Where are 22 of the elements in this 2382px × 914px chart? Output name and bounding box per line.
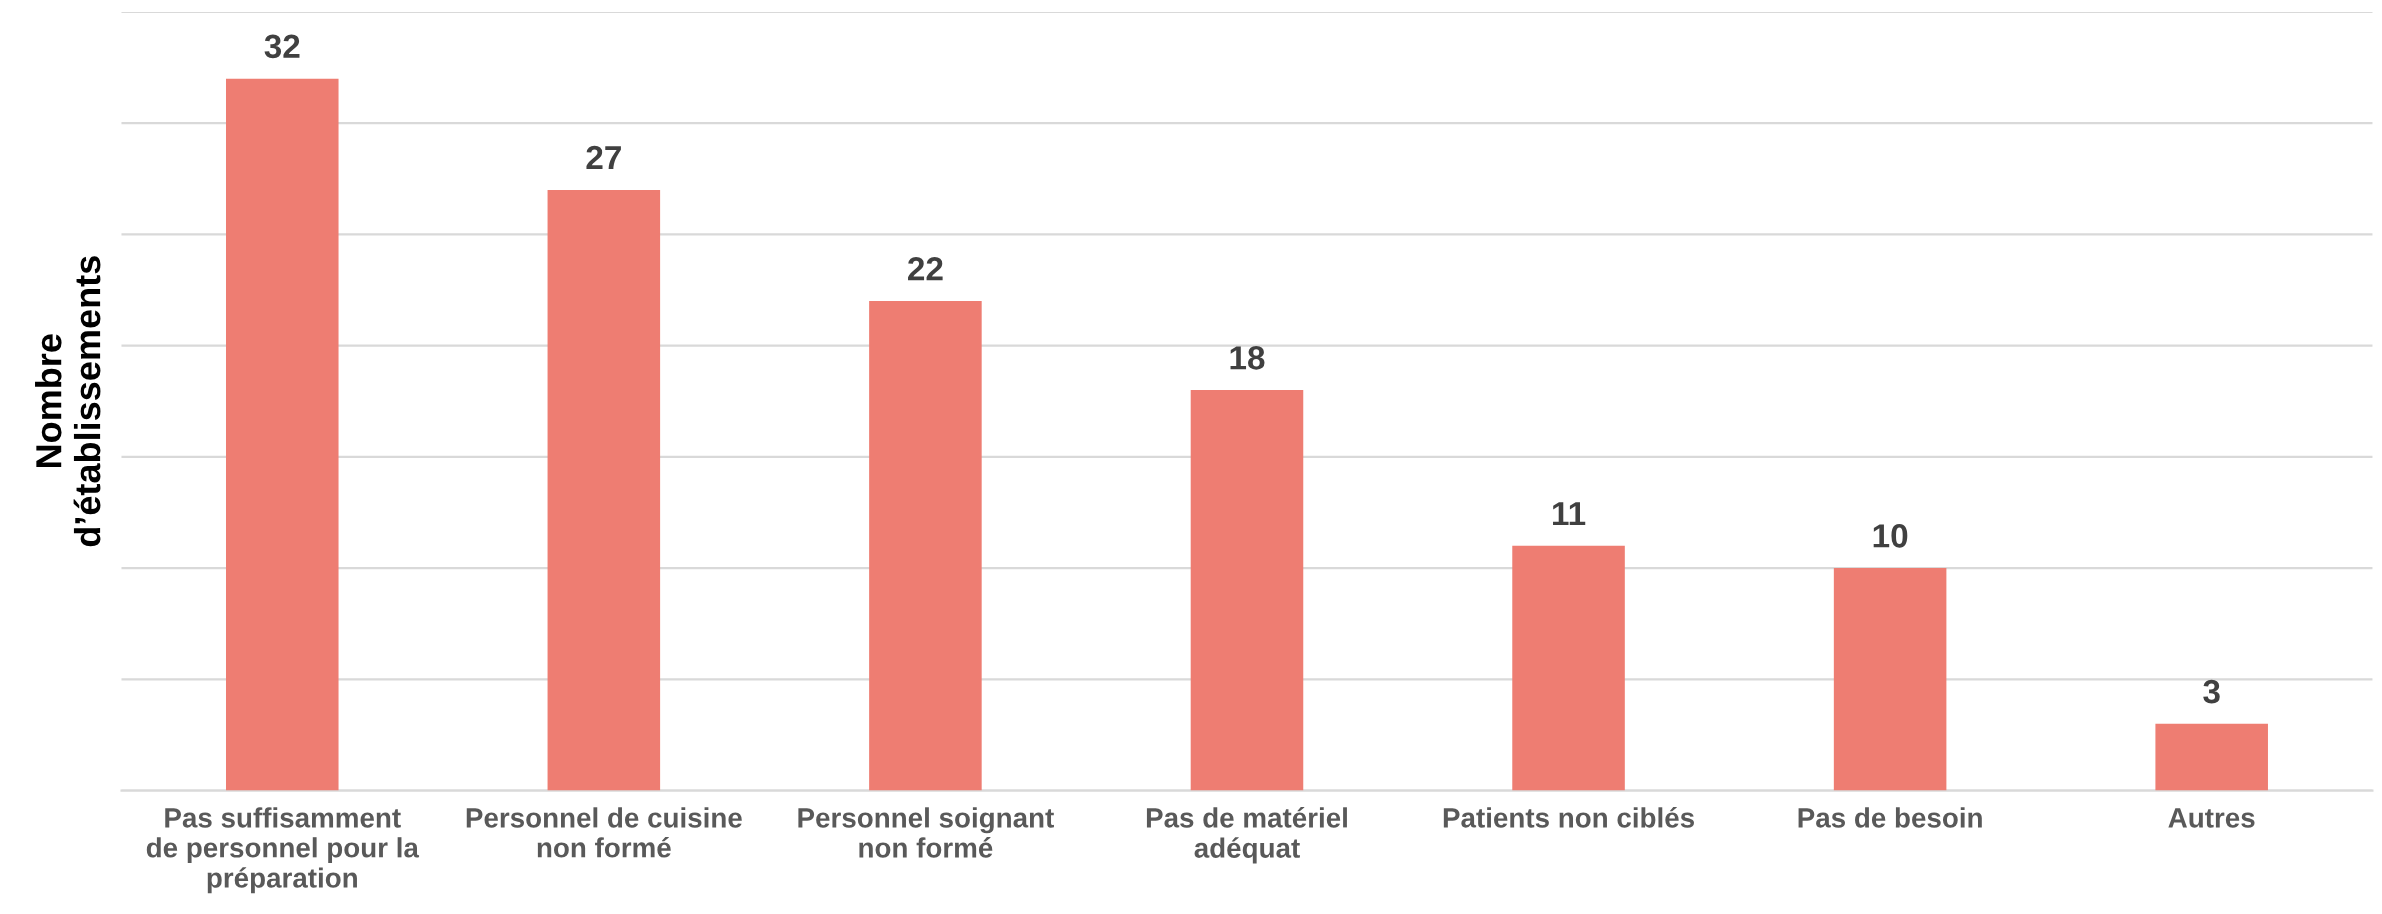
data-label: 10 xyxy=(1873,524,1908,548)
bar xyxy=(1833,568,1947,791)
data-label: 18 xyxy=(1230,346,1265,370)
bar xyxy=(1512,545,1625,791)
data-label: 3 xyxy=(2203,679,2220,704)
bar xyxy=(869,301,982,791)
x-tick-label: Personnel de cuisine non formé xyxy=(466,807,742,858)
x-tick-label: Pas de besoin xyxy=(1798,807,1982,828)
x-tick-label: Pas suffisamment de personnel pour la préparation xyxy=(146,807,420,894)
bar xyxy=(2155,723,2268,791)
x-tick-label: Personnel soignant non formé xyxy=(798,807,1054,858)
data-label: 32 xyxy=(264,34,300,59)
bar xyxy=(547,189,661,791)
y-axis-title: Nombre d’établissements xyxy=(35,256,101,547)
bar xyxy=(1190,390,1304,791)
data-label: 27 xyxy=(586,145,621,170)
bar xyxy=(225,78,339,791)
data-label: 11 xyxy=(1553,502,1586,526)
x-tick-label: Patients non ciblés xyxy=(1443,807,1694,828)
data-label: 22 xyxy=(908,257,943,281)
x-tick-label: Autres xyxy=(2168,808,2255,828)
x-tick-label: Pas de matériel adéquat xyxy=(1146,807,1347,864)
